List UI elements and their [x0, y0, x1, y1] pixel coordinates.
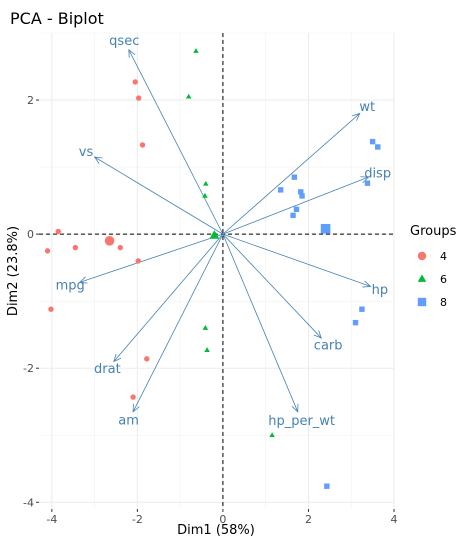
arrow-am — [132, 233, 224, 412]
x-tick-label: -4 — [46, 513, 57, 526]
x-axis-title: Dim1 (58%) — [177, 523, 255, 538]
centroid-group-4 — [104, 236, 115, 246]
variable-label-carb: carb — [314, 338, 343, 353]
chart-title: PCA - Biplot — [10, 9, 104, 28]
arrow-disp — [222, 176, 369, 235]
point-group-4 — [135, 95, 142, 101]
y-tick-label: -4 — [23, 496, 34, 509]
point-group-8 — [290, 212, 296, 219]
point-group-8 — [375, 144, 381, 150]
arrowhead-am — [132, 403, 140, 413]
variable-arrows: qsec vs mpg drat am wt disp hp carb hp_per_wt — [56, 34, 392, 429]
variable-label-am: am — [118, 414, 139, 429]
arrowhead-vs — [93, 156, 103, 164]
arrow-hp_per_wt — [222, 233, 299, 412]
legend-label-8: 8 — [440, 296, 447, 309]
point-group-4 — [55, 228, 61, 235]
arrow-drat — [113, 233, 224, 362]
x-tick-label: -2 — [132, 513, 143, 526]
y-tick-label: 0 — [27, 228, 34, 241]
variable-label-disp: disp — [364, 166, 391, 181]
point-group-4 — [130, 394, 136, 400]
arrow-carb — [222, 233, 322, 339]
point-group-6 — [203, 180, 209, 186]
point-group-4 — [132, 79, 138, 85]
variable-label-mpg: mpg — [56, 279, 85, 294]
legend-key-4 — [417, 251, 427, 261]
variable-label-wt: wt — [359, 100, 375, 115]
axis-ticks: -4 -2 0 2 4 -4 -2 0 2 — [23, 94, 397, 526]
point-group-4 — [139, 142, 146, 148]
point-group-8 — [291, 174, 298, 180]
arrowhead-wt — [352, 112, 361, 121]
point-group-8 — [364, 180, 371, 186]
arrow-wt — [222, 113, 361, 235]
arrowhead-mpg — [78, 276, 88, 284]
y-axis-title: Dim2 (23.8%) — [6, 226, 21, 316]
centroid-group-8 — [320, 223, 331, 234]
point-group-8 — [369, 138, 376, 145]
variable-label-qsec: qsec — [109, 34, 139, 49]
point-group-8 — [324, 483, 330, 489]
point-group-4 — [48, 306, 54, 312]
x-tick-label: 0 — [219, 513, 226, 526]
plot-panel — [39, 33, 394, 509]
point-group-4 — [44, 248, 51, 254]
point-group-8 — [299, 193, 305, 199]
point-group-8 — [352, 319, 359, 326]
arrowhead-disp — [360, 176, 370, 184]
arrow-qsec — [128, 49, 224, 235]
point-group-6 — [269, 432, 275, 438]
legend-title: Groups — [410, 224, 457, 239]
point-group-8 — [277, 187, 284, 193]
arrow-vs — [94, 156, 224, 235]
point-group-8 — [293, 206, 300, 213]
point-group-6 — [202, 325, 209, 330]
legend: Groups 4 6 8 — [410, 224, 457, 309]
variable-label-vs: vs — [79, 145, 94, 160]
legend-key-6 — [417, 274, 427, 282]
point-group-4 — [135, 258, 141, 264]
arrowhead-hp — [362, 280, 372, 288]
legend-label-6: 6 — [440, 273, 447, 286]
centroid-group-6 — [209, 230, 220, 239]
legend-label-4: 4 — [440, 250, 447, 263]
point-group-6 — [193, 48, 199, 53]
arrowhead-drat — [113, 353, 122, 363]
point-group-4 — [144, 356, 150, 362]
arrow-hp — [222, 233, 371, 287]
point-group-4 — [72, 244, 79, 251]
point-group-6 — [185, 93, 192, 99]
x-tick-label: 2 — [305, 513, 312, 526]
y-tick-label: -2 — [23, 362, 34, 375]
arrowhead-qsec — [128, 48, 136, 58]
point-group-4 — [117, 244, 123, 251]
x-tick-label: 4 — [391, 513, 398, 526]
variable-label-drat: drat — [94, 362, 121, 377]
point-group-6 — [202, 192, 208, 198]
arrow-mpg — [79, 233, 224, 283]
variable-label-hp: hp — [372, 283, 389, 298]
variable-label-hp_per_wt: hp_per_wt — [268, 414, 335, 429]
point-group-8 — [298, 189, 304, 195]
arrowhead-hp_per_wt — [291, 403, 299, 413]
point-group-6 — [204, 347, 210, 352]
legend-key-8 — [417, 297, 427, 307]
y-tick-label: 2 — [27, 94, 34, 107]
point-group-8 — [359, 306, 365, 312]
observation-points — [44, 48, 381, 489]
arrowhead-carb — [313, 330, 322, 339]
